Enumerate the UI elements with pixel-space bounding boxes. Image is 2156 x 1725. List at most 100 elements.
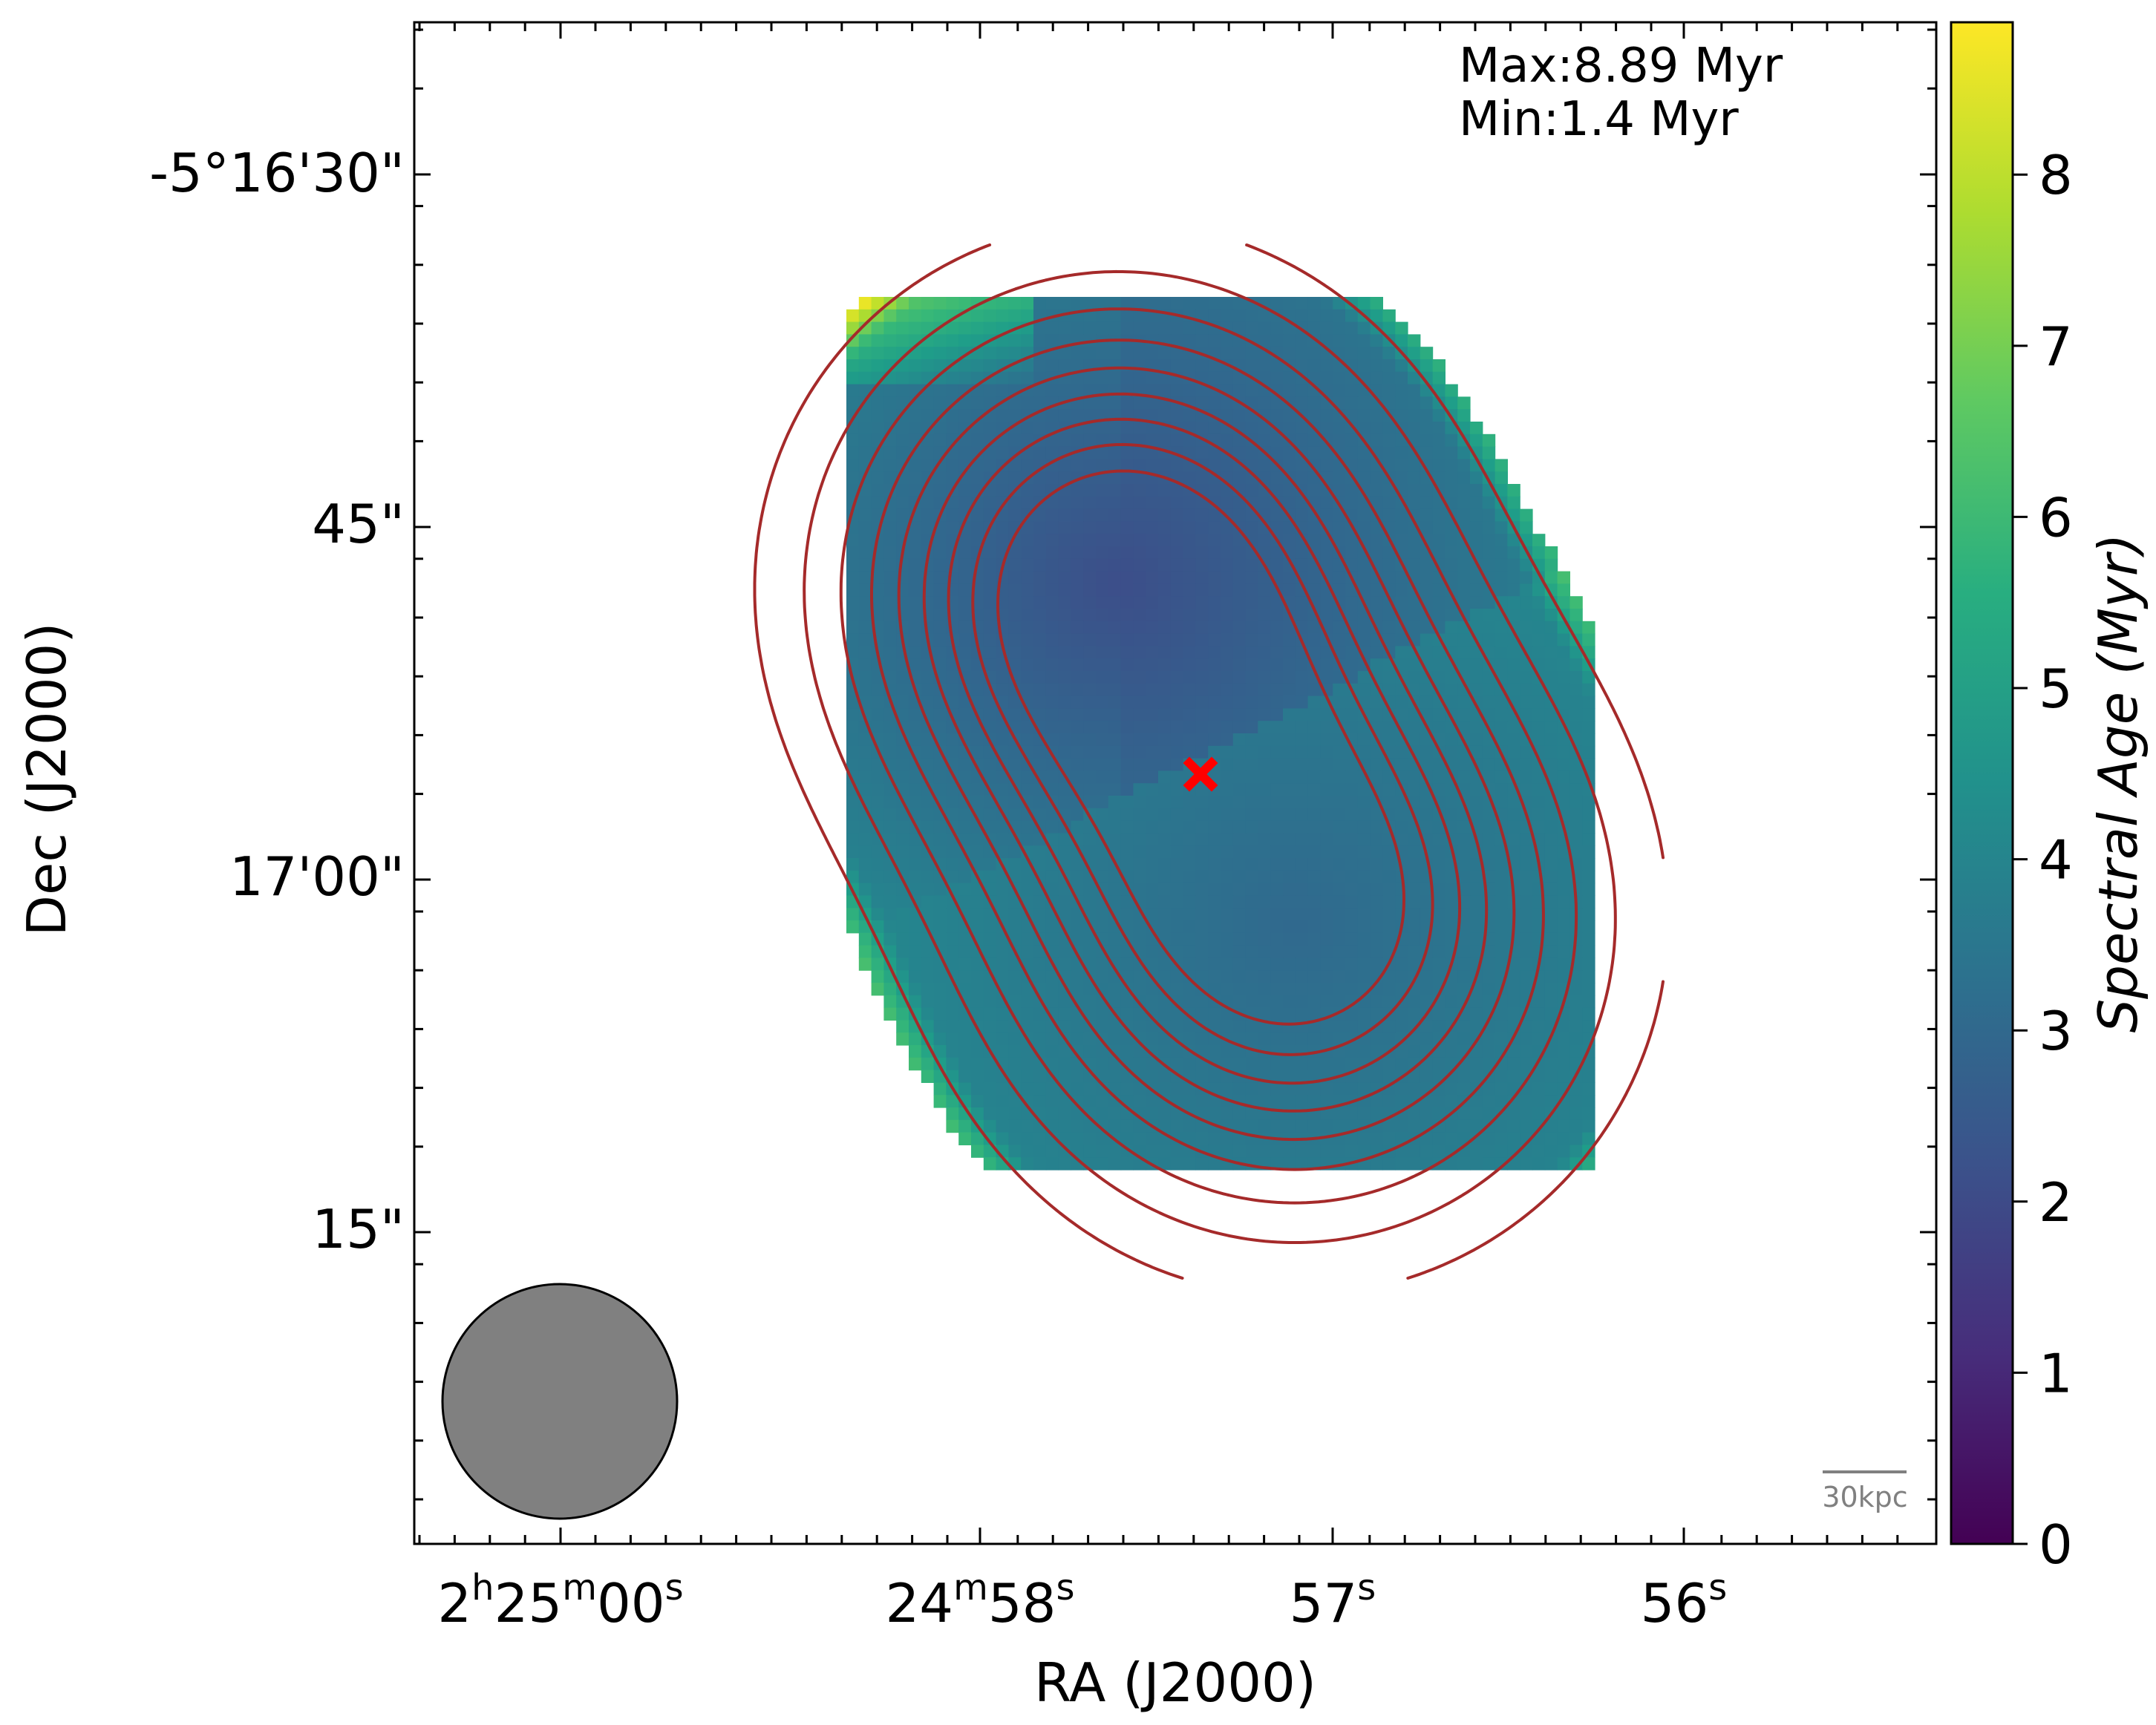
age-pixel	[996, 1119, 1009, 1133]
age-pixel	[1357, 908, 1371, 921]
age-pixel	[1058, 1020, 1071, 1033]
age-pixel	[1432, 758, 1446, 771]
age-pixel	[1108, 658, 1122, 672]
age-pixel	[1208, 508, 1221, 522]
age-pixel	[909, 459, 922, 472]
age-pixel	[1183, 808, 1196, 822]
age-pixel	[1420, 1032, 1434, 1046]
age-pixel	[1557, 920, 1570, 934]
age-pixel	[1183, 845, 1196, 859]
age-pixel	[1432, 770, 1446, 784]
age-pixel	[1370, 883, 1383, 896]
age-pixel	[1258, 633, 1271, 647]
age-pixel	[1520, 1157, 1533, 1171]
age-pixel	[1071, 683, 1084, 697]
age-pixel	[1544, 883, 1558, 896]
age-pixel	[1170, 571, 1184, 584]
age-pixel	[1320, 409, 1333, 422]
age-pixel	[1370, 1095, 1383, 1108]
colorbar-tick-label: 4	[2039, 829, 2073, 891]
age-pixel	[971, 845, 984, 859]
age-pixel	[1083, 583, 1097, 597]
age-pixel	[983, 995, 997, 1009]
age-pixel	[1494, 1007, 1508, 1021]
age-pixel	[1420, 745, 1434, 759]
age-pixel	[1408, 396, 1421, 410]
age-pixel	[1382, 1119, 1396, 1133]
age-pixel	[1532, 596, 1546, 609]
age-pixel	[883, 646, 897, 659]
age-pixel	[883, 820, 897, 834]
age-pixel	[1183, 1057, 1196, 1071]
age-pixel	[1345, 658, 1359, 672]
age-pixel	[1245, 1145, 1258, 1158]
age-pixel	[1283, 721, 1296, 734]
age-pixel	[1283, 796, 1296, 809]
age-pixel	[996, 895, 1009, 909]
age-pixel	[1270, 521, 1284, 534]
age-pixel	[1382, 1095, 1396, 1108]
age-pixel	[958, 321, 972, 335]
age-pixel	[1021, 558, 1034, 572]
age-pixel	[983, 770, 997, 784]
age-pixel	[1320, 359, 1333, 373]
age-pixel	[1457, 571, 1471, 584]
age-pixel	[1045, 1145, 1059, 1158]
age-pixel	[1033, 534, 1047, 547]
age-pixel	[1058, 1045, 1071, 1058]
age-pixel	[946, 297, 959, 310]
age-pixel	[1307, 1119, 1321, 1133]
age-pixel	[1569, 833, 1583, 846]
age-pixel	[1357, 958, 1371, 971]
age-pixel	[1470, 596, 1483, 609]
age-pixel	[1245, 983, 1258, 996]
age-pixel	[1058, 1070, 1071, 1083]
age-pixel	[1045, 558, 1059, 572]
age-pixel	[1146, 983, 1159, 996]
age-pixel	[1395, 596, 1408, 609]
age-pixel	[958, 534, 972, 547]
age-pixel	[1520, 558, 1533, 572]
age-pixel	[1370, 1132, 1383, 1145]
age-pixel	[1457, 596, 1471, 609]
age-pixel	[1183, 833, 1196, 846]
age-pixel	[1357, 347, 1371, 360]
age-pixel	[1058, 571, 1071, 584]
age-pixel	[1333, 833, 1346, 846]
age-pixel	[1008, 297, 1022, 310]
age-pixel	[1357, 583, 1371, 597]
age-pixel	[1557, 932, 1570, 946]
age-pixel	[1408, 384, 1421, 397]
age-pixel	[1232, 870, 1247, 884]
age-pixel	[1071, 983, 1084, 996]
age-pixel	[1108, 1020, 1122, 1033]
age-pixel	[933, 833, 947, 846]
age-pixel	[971, 983, 984, 996]
age-pixel	[958, 484, 972, 497]
age-pixel	[846, 920, 860, 934]
age-pixel	[1345, 1007, 1359, 1021]
age-pixel	[1183, 433, 1196, 448]
age-pixel	[1382, 621, 1396, 635]
age-pixel	[1033, 646, 1047, 659]
age-pixel	[921, 1007, 935, 1021]
age-pixel	[1557, 1070, 1570, 1083]
age-pixel	[1133, 321, 1146, 335]
age-pixel	[1333, 534, 1346, 547]
colorbar	[1950, 21, 2014, 1545]
age-pixel	[1395, 384, 1408, 397]
age-pixel	[1333, 745, 1346, 759]
age-pixel	[1382, 671, 1396, 684]
age-pixel	[1146, 571, 1159, 584]
age-pixel	[1170, 970, 1184, 983]
age-pixel	[858, 583, 872, 597]
age-pixel	[1133, 396, 1146, 410]
age-pixel	[1108, 983, 1122, 996]
age-pixel	[883, 833, 897, 846]
age-pixel	[1083, 422, 1097, 435]
age-pixel	[1120, 297, 1134, 310]
age-pixel	[1482, 845, 1496, 859]
age-pixel	[1569, 646, 1583, 659]
age-pixel	[1146, 596, 1159, 609]
age-pixel	[1133, 297, 1146, 310]
